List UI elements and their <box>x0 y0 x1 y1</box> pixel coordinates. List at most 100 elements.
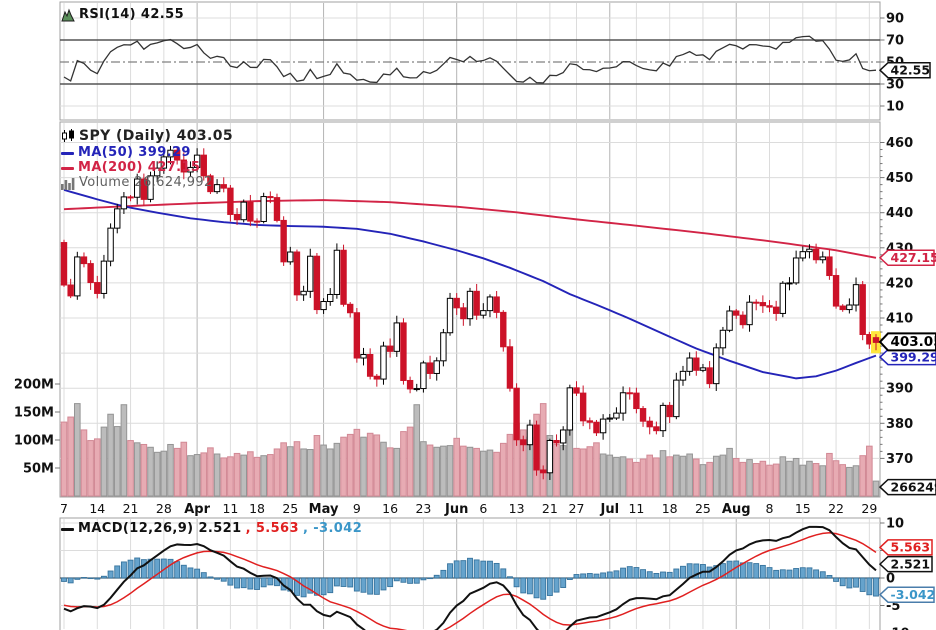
macd-histogram-bar <box>220 577 227 582</box>
x-axis-label: 11 <box>222 501 238 516</box>
volume-bar <box>180 441 188 497</box>
value-flag <box>878 332 936 352</box>
candle-body <box>752 301 760 304</box>
value-flag <box>878 478 936 496</box>
macd-histogram-bar <box>87 577 94 580</box>
candle-body <box>666 404 673 418</box>
value-flag-label: 42.55 <box>891 62 931 77</box>
macd-histogram-bar <box>387 577 394 588</box>
volume-bar <box>107 413 114 497</box>
volume-bar <box>819 465 827 497</box>
macd-histogram-bar <box>127 559 134 579</box>
macd-histogram-bar <box>200 572 207 579</box>
volume-bar <box>832 460 840 497</box>
value-flag-label: -3.042 <box>891 587 936 602</box>
price-axis-label: 440 <box>886 206 913 221</box>
macd-histogram-bar <box>81 577 87 579</box>
candle-body <box>872 337 880 343</box>
candle-body <box>772 306 780 314</box>
volume-bar <box>539 403 547 497</box>
candle-body <box>593 421 600 434</box>
volume-bar <box>619 456 627 497</box>
candle-body <box>520 439 527 446</box>
volume-bar <box>74 403 81 497</box>
ma50-line-icon <box>61 151 74 155</box>
candle-body <box>127 196 134 199</box>
candle-body <box>320 301 327 311</box>
candle-body <box>147 175 154 200</box>
rsi-panel-frame <box>59 1 881 121</box>
macd-histogram-bar <box>833 577 840 582</box>
macd-axis-label: -10 <box>886 627 910 630</box>
volume-bar <box>779 456 787 497</box>
macd-histogram-bar <box>493 562 500 579</box>
volume-bar <box>80 429 88 497</box>
candle-body <box>400 322 407 381</box>
candle-body <box>586 420 594 423</box>
x-axis-label: 18 <box>249 501 265 516</box>
macd-histogram-bar <box>254 577 260 590</box>
x-axis-label: 7 <box>60 501 68 516</box>
macd-histogram-bar <box>447 563 453 579</box>
macd-histogram-bar <box>347 577 354 588</box>
candle-body <box>686 357 693 372</box>
macd-histogram-bar <box>746 562 753 579</box>
macd-histogram-bar <box>61 577 67 582</box>
volume-bar <box>739 461 747 497</box>
volume-bar <box>320 444 327 497</box>
macd-histogram-bar <box>713 565 720 579</box>
macd-histogram-bar <box>873 577 879 597</box>
x-axis-label: 21 <box>123 501 139 516</box>
volume-bar <box>67 416 74 497</box>
macd-histogram-bar <box>140 559 147 579</box>
candle-body <box>533 424 540 471</box>
x-axis-label: 8 <box>766 501 774 516</box>
x-axis-label: 25 <box>282 501 298 516</box>
volume-bar <box>380 441 387 497</box>
volume-bar <box>346 433 354 497</box>
candle-body <box>233 213 241 221</box>
macd-histogram-bar <box>294 577 300 596</box>
macd-histogram-bar <box>500 568 507 579</box>
volume-bar <box>360 436 367 497</box>
volume-bar <box>267 454 274 497</box>
candle-body <box>433 360 440 374</box>
macd-histogram-bar <box>526 577 533 595</box>
volume-bar <box>706 461 713 497</box>
macd-histogram-bar <box>267 577 274 586</box>
volume-bar <box>286 446 294 497</box>
candle-body <box>759 302 767 307</box>
volume-bar <box>506 433 514 497</box>
x-axis-label: Jul <box>599 502 619 517</box>
candle-body <box>160 156 168 169</box>
macd-histogram-bar <box>360 577 367 593</box>
volume-bar <box>133 442 141 497</box>
macd-histogram-bar <box>247 577 254 590</box>
candle-body <box>719 329 727 349</box>
macd-histogram-bar <box>420 577 427 581</box>
symbol-legend-label: SPY (Daily) 403.05 <box>79 128 234 144</box>
volume-bar <box>766 464 773 497</box>
volume-bar <box>792 457 800 497</box>
candle-body <box>100 260 108 294</box>
candle-body <box>739 314 747 326</box>
macd-histogram-bar <box>666 571 673 579</box>
value-flag-label: 403.05 <box>891 334 936 350</box>
macd-histogram-bar <box>227 577 234 586</box>
candle-body <box>227 187 234 215</box>
macd-histogram-bar <box>94 577 101 580</box>
macd-histogram-bar <box>120 561 127 579</box>
macd-histogram-bar <box>480 560 487 579</box>
volume-bar <box>440 445 447 497</box>
candle-body <box>573 387 580 394</box>
value-flag <box>878 348 936 366</box>
candle-body <box>659 404 667 432</box>
macd-histogram-bar <box>673 568 680 579</box>
macd-histogram-bar <box>260 577 267 588</box>
rsi-line <box>63 35 877 84</box>
volume-bar <box>746 459 753 497</box>
price-axis-label: 380 <box>886 417 913 432</box>
macd-histogram-bar <box>806 567 813 579</box>
